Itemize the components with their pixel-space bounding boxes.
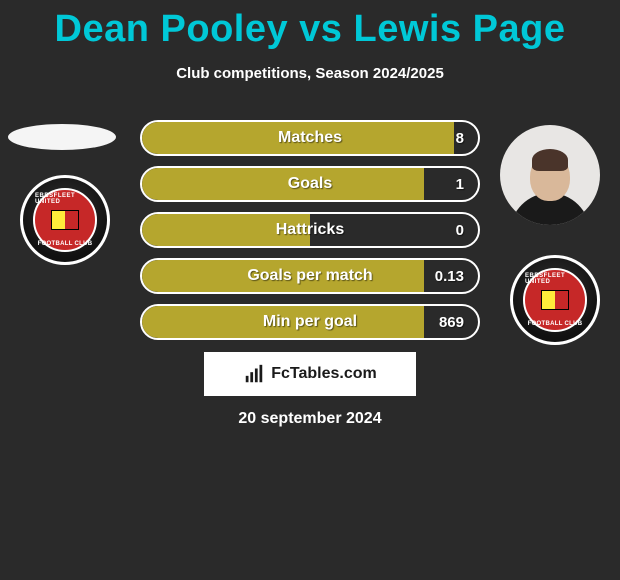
generation-date: 20 september 2024 — [0, 410, 620, 428]
stat-label: Goals per match — [142, 260, 478, 292]
page-title: Dean Pooley vs Lewis Page — [0, 0, 620, 51]
club-name-top: EBBSFLEET UNITED — [525, 273, 585, 285]
stat-value: 1 — [456, 168, 464, 200]
left-club-badge: EBBSFLEET UNITED FOOTBALL CLUB — [20, 175, 110, 265]
stat-value: 0.13 — [435, 260, 464, 292]
stat-value: 8 — [456, 122, 464, 154]
right-club-badge: EBBSFLEET UNITED FOOTBALL CLUB — [510, 255, 600, 345]
stat-label: Matches — [142, 122, 478, 154]
brand-text: FcTables.com — [271, 365, 377, 383]
subtitle: Club competitions, Season 2024/2025 — [0, 65, 620, 82]
stat-bar: Hattricks0 — [140, 212, 480, 248]
stat-value: 0 — [456, 214, 464, 246]
brand-badge: FcTables.com — [204, 352, 416, 396]
club-name-bottom: FOOTBALL CLUB — [38, 241, 93, 247]
stat-bar: Min per goal869 — [140, 304, 480, 340]
stat-label: Goals — [142, 168, 478, 200]
stat-label: Min per goal — [142, 306, 478, 338]
club-name-bottom: FOOTBALL CLUB — [528, 321, 583, 327]
stat-bar: Goals1 — [140, 166, 480, 202]
left-player-placeholder — [8, 124, 116, 150]
stat-label: Hattricks — [142, 214, 478, 246]
stats-bars: Matches8Goals1Hattricks0Goals per match0… — [140, 120, 480, 350]
stat-bar: Matches8 — [140, 120, 480, 156]
club-name-top: EBBSFLEET UNITED — [35, 193, 95, 205]
stat-bar: Goals per match0.13 — [140, 258, 480, 294]
chart-icon — [243, 363, 265, 385]
right-player-avatar — [500, 125, 600, 225]
stat-value: 869 — [439, 306, 464, 338]
